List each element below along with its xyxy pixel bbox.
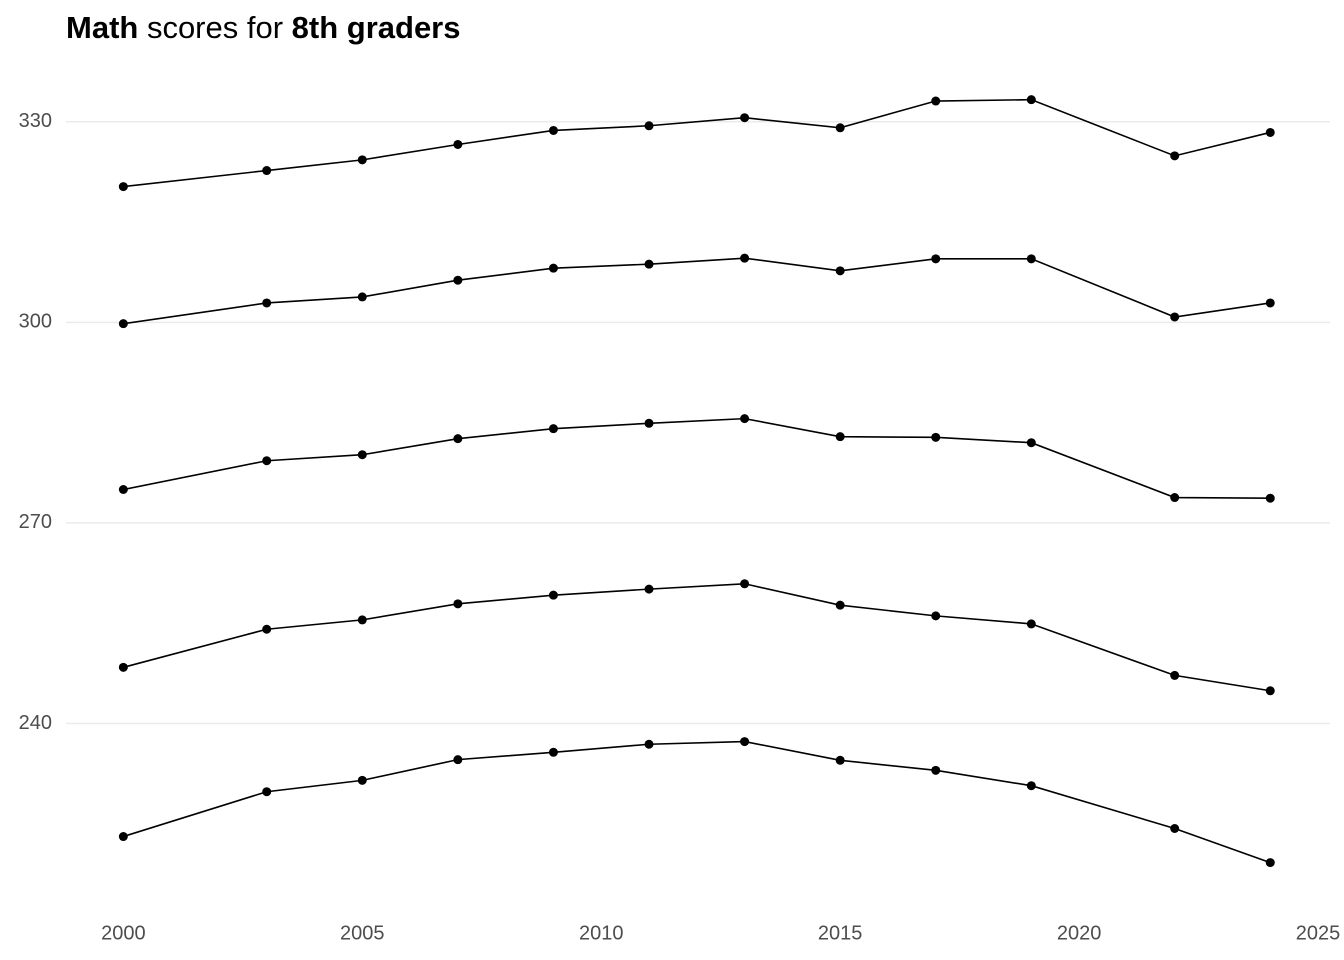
point (357, 775, 367, 785)
point (357, 615, 367, 625)
point (262, 456, 272, 466)
x-tick-label: 2000 (101, 922, 146, 944)
point (835, 123, 845, 133)
y-tick-label: 270 (19, 511, 52, 533)
series-line (123, 582, 1271, 692)
point (931, 432, 941, 442)
point (1265, 127, 1275, 137)
point (835, 266, 845, 276)
point (548, 125, 558, 135)
point (453, 434, 463, 444)
point (1026, 254, 1036, 264)
point (548, 424, 558, 434)
point (644, 121, 654, 131)
point (548, 263, 558, 273)
point (1265, 686, 1275, 696)
point (1170, 151, 1180, 161)
point (357, 450, 367, 460)
point (262, 166, 272, 176)
point (1026, 438, 1036, 448)
point (357, 292, 367, 302)
point (1265, 493, 1275, 503)
point (453, 275, 463, 285)
point (1265, 298, 1275, 308)
point (740, 113, 750, 123)
point (453, 755, 463, 765)
point (931, 611, 941, 621)
y-tick-label: 330 (19, 110, 52, 132)
series-line (123, 98, 1271, 188)
point (931, 96, 941, 106)
x-tick-label: 2025 (1296, 922, 1341, 944)
x-tick-label: 2005 (340, 922, 385, 944)
series-line (123, 257, 1271, 325)
point (262, 624, 272, 634)
point (835, 600, 845, 610)
point (118, 319, 128, 329)
chart-title: Math scores for 8th graders (66, 10, 461, 45)
point (835, 755, 845, 765)
point (262, 787, 272, 797)
point (1026, 95, 1036, 105)
series-line (123, 417, 1271, 499)
point (453, 139, 463, 149)
point (740, 579, 750, 589)
point (644, 259, 654, 269)
point (118, 485, 128, 494)
point (453, 599, 463, 609)
point (1170, 824, 1180, 834)
point (1026, 619, 1036, 629)
x-tick-label: 2010 (579, 922, 624, 944)
title-part: Math (66, 10, 138, 45)
point (644, 739, 654, 749)
point (118, 662, 128, 672)
title-part: 8th graders (292, 10, 461, 45)
point (931, 254, 941, 264)
y-tick-label: 300 (19, 311, 52, 333)
point (740, 253, 750, 263)
point (548, 747, 558, 757)
point (1170, 312, 1180, 322)
point (835, 432, 845, 442)
point (740, 737, 750, 747)
point (118, 182, 128, 192)
point (1170, 493, 1180, 503)
point (548, 590, 558, 600)
point (644, 418, 654, 428)
point (1265, 858, 1275, 868)
y-tick-label: 240 (19, 712, 52, 734)
series-line (123, 740, 1271, 864)
point (357, 155, 367, 165)
point (644, 584, 654, 594)
point (1170, 670, 1180, 680)
point (262, 298, 272, 308)
point (740, 414, 750, 424)
x-tick-label: 2020 (1057, 922, 1102, 944)
point (1026, 781, 1036, 791)
x-tick-label: 2015 (818, 922, 863, 944)
point (118, 832, 128, 842)
point (931, 765, 941, 775)
title-part: scores for (138, 10, 291, 45)
